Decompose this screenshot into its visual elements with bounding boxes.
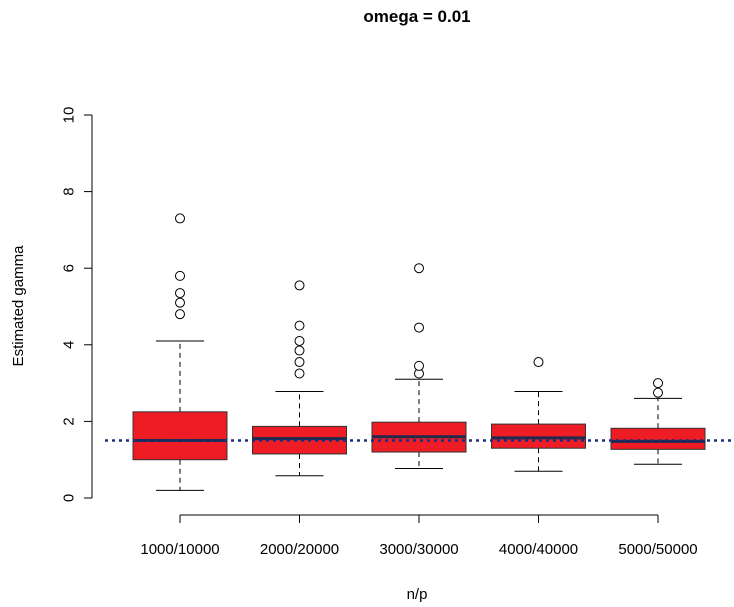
outlier-point (294, 335, 305, 346)
x-tick-label: 3000/30000 (379, 541, 458, 558)
outlier-point (175, 270, 185, 281)
outlier-point (533, 357, 544, 368)
x-axis: 1000/10000 2000/20000 3000/30000 4000/40000… (140, 514, 698, 558)
x-tick-label: 4000/40000 (499, 541, 578, 558)
y-tick-label: 10 (61, 107, 78, 124)
box-4 (491, 357, 586, 472)
outlier-point (414, 263, 424, 274)
iqr-box (491, 423, 586, 449)
outlier-point (175, 213, 185, 224)
y-tick-label: 4 (61, 341, 78, 349)
box-5 (610, 378, 706, 465)
outlier-point (653, 378, 663, 389)
y-tick-label: 2 (61, 417, 78, 425)
y-axis: 0 2 4 6 8 10 (61, 107, 93, 502)
outlier-point (414, 360, 424, 371)
y-tick-label: 8 (61, 187, 78, 195)
x-tick-label: 1000/10000 (140, 541, 219, 558)
outlier-point (294, 345, 305, 356)
x-tick-label: 5000/50000 (618, 541, 697, 558)
x-tick-label: 2000/20000 (260, 541, 339, 558)
outlier-point (294, 368, 305, 379)
outlier-point (175, 297, 185, 308)
chart-title: omega = 0.01 (363, 7, 470, 26)
box-1 (132, 213, 228, 491)
y-tick-label: 6 (61, 264, 78, 272)
boxes-group (132, 213, 706, 491)
outlier-point (414, 322, 424, 333)
y-tick-label: 0 (61, 494, 78, 502)
x-axis-label: n/p (407, 586, 428, 603)
outlier-point (175, 288, 185, 299)
outlier-point (653, 387, 663, 398)
y-axis-label: Estimated gamma (10, 245, 27, 367)
outlier-point (294, 357, 305, 368)
box-3 (371, 263, 467, 470)
box-2 (252, 280, 347, 477)
iqr-box (610, 427, 706, 450)
outlier-point (294, 320, 305, 331)
outlier-point (294, 280, 305, 291)
iqr-box (132, 411, 228, 461)
outlier-point (175, 309, 185, 320)
